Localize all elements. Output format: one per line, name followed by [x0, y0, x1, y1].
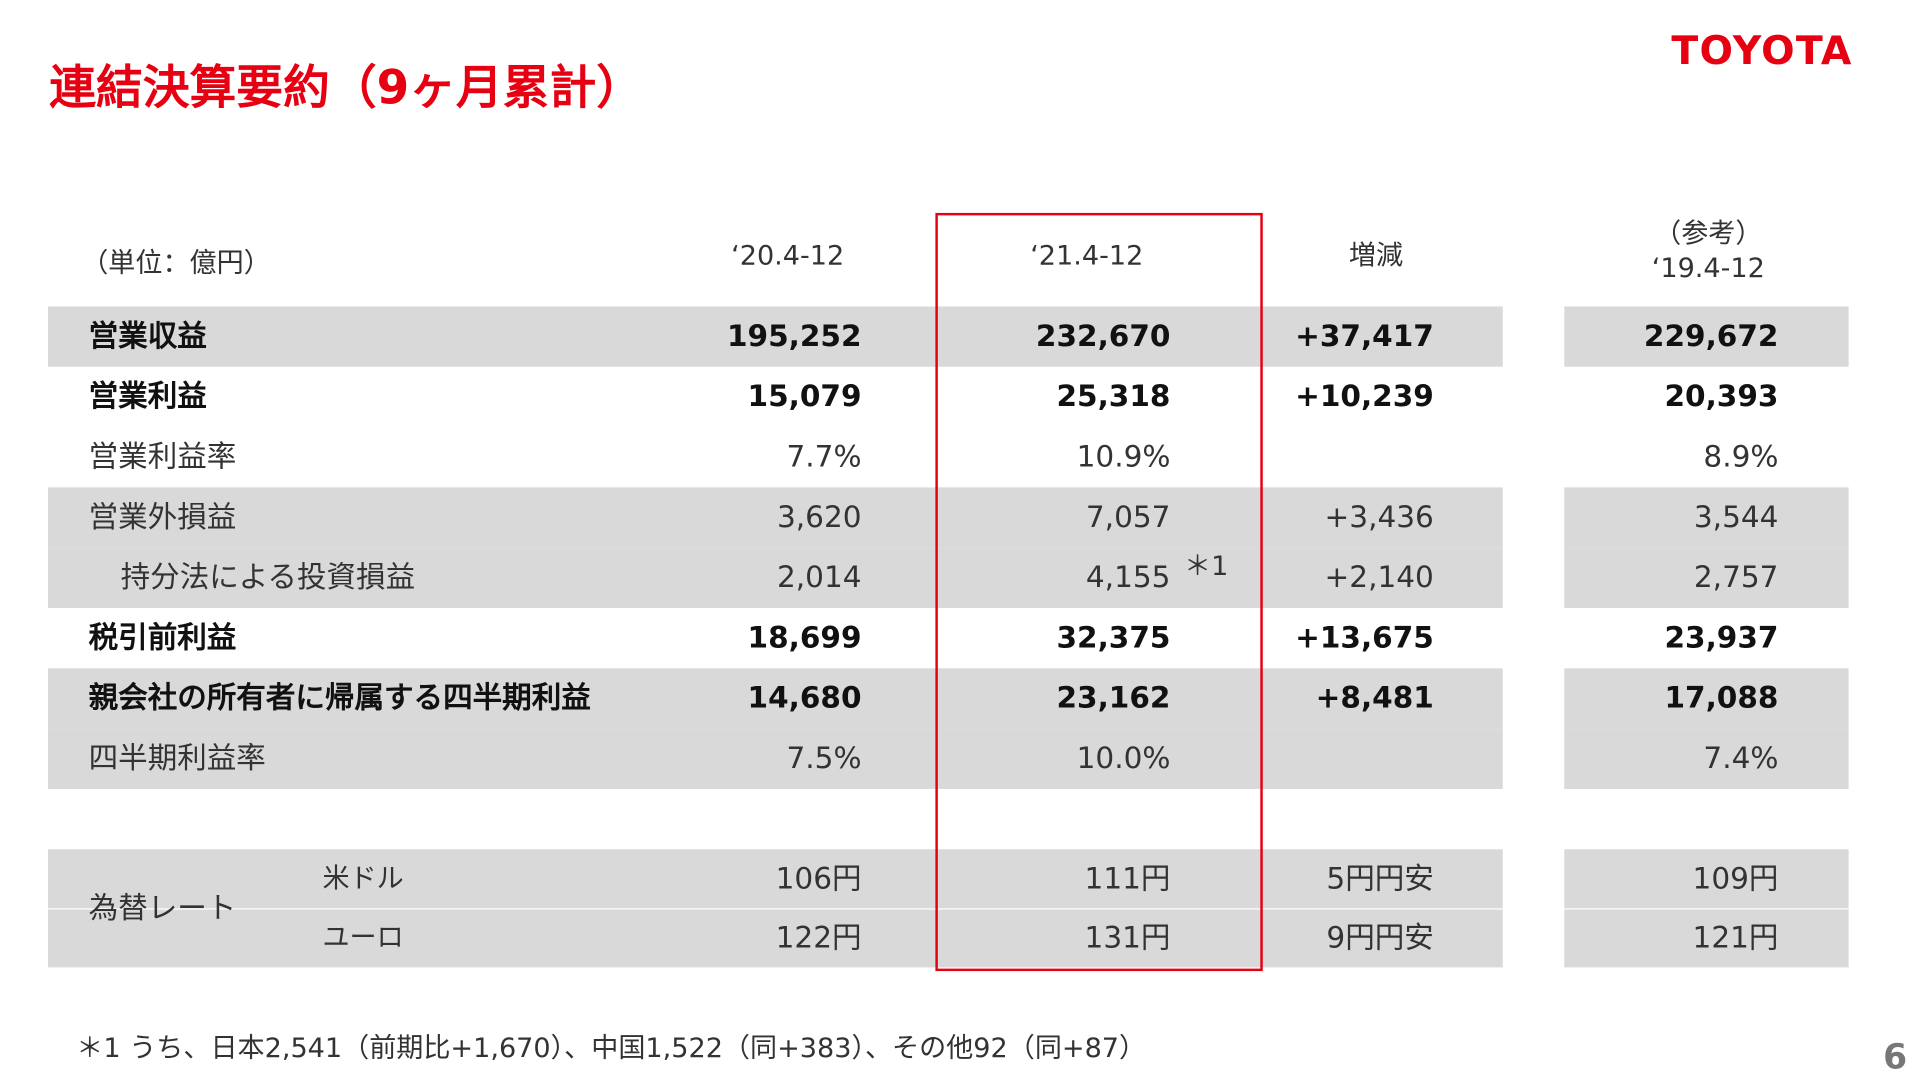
cell: 9円円安	[1326, 920, 1434, 956]
logo: TOYOTA	[1671, 27, 1853, 74]
cell: 2,757	[1693, 560, 1779, 595]
row-label: 営業収益	[88, 318, 207, 354]
cell: 7.4%	[1703, 740, 1779, 776]
cell: 7,057	[1085, 499, 1171, 535]
unit-label: （単位：億円）	[81, 248, 271, 280]
cell: 121円	[1692, 920, 1779, 956]
cell: 229,672	[1643, 318, 1779, 354]
cell: 3,620	[776, 499, 862, 535]
cell: 20,393	[1664, 379, 1779, 414]
cell: +8,481	[1315, 680, 1434, 716]
cell: 195,252	[727, 318, 862, 354]
cell: 14,680	[747, 680, 862, 716]
separator	[48, 908, 1503, 910]
cell: +37,417	[1295, 318, 1434, 354]
cell: 10.0%	[1076, 740, 1171, 776]
cell: +3,436	[1324, 499, 1434, 535]
cell: 232,670	[1035, 318, 1171, 354]
row-label: 四半期利益率	[88, 740, 266, 776]
cell: 23,937	[1664, 620, 1779, 655]
row-label: 営業利益	[88, 379, 207, 414]
footnote: ＊1 うち、日本2,541（前期比+1,670）、中国1,522（同+383）、…	[76, 1033, 1147, 1065]
cell: 25,318	[1056, 379, 1171, 414]
cell: 2,014	[776, 560, 862, 595]
note-marker: ＊1	[1184, 551, 1229, 583]
cell: 109円	[1692, 861, 1779, 897]
row-band	[1564, 487, 1849, 548]
cell: 111円	[1084, 861, 1171, 897]
row-band	[48, 728, 1503, 789]
row-label: 税引前利益	[88, 620, 237, 655]
cell: 32,375	[1056, 620, 1171, 655]
cell: +13,675	[1295, 620, 1434, 655]
row-band	[1564, 728, 1849, 789]
cell: 10.9%	[1076, 439, 1171, 474]
row-band	[1564, 547, 1849, 609]
cell: 5円円安	[1326, 861, 1434, 897]
column-header: ‘20.4-12	[731, 241, 845, 273]
cell: 131円	[1084, 920, 1171, 956]
column-header: ‘19.4-12	[1651, 253, 1765, 285]
row-label: 営業外損益	[88, 499, 237, 535]
title: 連結決算要約（9ヶ月累計）	[49, 60, 644, 115]
reference-note: （参考）	[1654, 219, 1763, 250]
column-header: 増減	[1348, 241, 1404, 273]
cell: 18,699	[747, 620, 862, 655]
row-label: 親会社の所有者に帰属する四半期利益	[88, 680, 591, 716]
row-label: 営業利益率	[88, 439, 237, 474]
cell: 4,155	[1085, 560, 1171, 595]
separator	[1564, 908, 1849, 910]
cell: 7.7%	[786, 439, 862, 474]
page-number: 6	[1883, 1036, 1908, 1077]
cell: 23,162	[1056, 680, 1171, 716]
cell: +10,239	[1295, 379, 1434, 414]
group-label: 為替レート	[88, 891, 237, 926]
cell: 7.5%	[786, 740, 862, 776]
cell: 106円	[775, 861, 862, 897]
cell: 8.9%	[1703, 439, 1779, 474]
row-band	[1564, 306, 1849, 367]
column-header: ‘21.4-12	[1030, 241, 1144, 273]
row-label: 米ドル	[322, 864, 404, 895]
cell: 122円	[775, 920, 862, 956]
row-band	[1564, 668, 1849, 729]
cell: 17,088	[1664, 680, 1779, 716]
cell: +2,140	[1324, 560, 1434, 595]
row-label: 持分法による投資損益	[120, 560, 416, 595]
cell: 15,079	[747, 379, 862, 414]
cell: 3,544	[1693, 499, 1779, 535]
row-band	[48, 487, 1503, 548]
highlight-box	[935, 212, 1263, 972]
row-label: ユーロ	[322, 923, 404, 954]
